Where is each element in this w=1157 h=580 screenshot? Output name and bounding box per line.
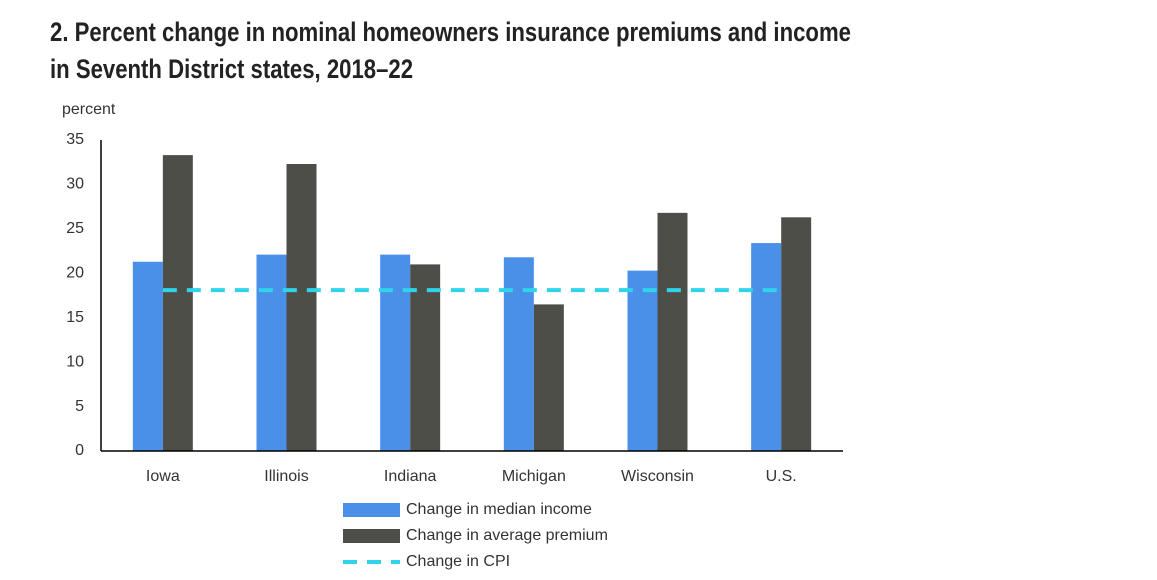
x-tick-label: Illinois <box>264 468 308 485</box>
y-tick-label: 0 <box>75 442 84 459</box>
chart-title: 2. Percent change in nominal homeowners … <box>50 17 851 84</box>
bar <box>781 217 812 451</box>
bar <box>627 270 658 451</box>
bar <box>503 257 534 451</box>
legend-label: Change in CPI <box>406 553 510 570</box>
y-tick-label: 5 <box>75 398 84 415</box>
bar <box>751 243 782 451</box>
bar <box>132 261 163 451</box>
x-tick-label: Michigan <box>502 468 566 485</box>
y-tick-label: 30 <box>66 176 84 193</box>
bar <box>533 304 564 451</box>
x-tick-label: Indiana <box>384 468 437 485</box>
y-tick-label: 15 <box>66 309 84 326</box>
bar <box>657 212 688 451</box>
legend-key <box>343 503 400 517</box>
y-axis-label: percent <box>62 101 116 118</box>
x-tick-label: U.S. <box>766 468 797 485</box>
x-tick-label: Wisconsin <box>621 468 694 485</box>
x-tick-label: Iowa <box>146 468 180 485</box>
bar <box>256 254 287 451</box>
bar <box>410 264 441 451</box>
y-tick-label: 25 <box>66 220 84 237</box>
legend-label: Change in average premium <box>406 527 608 544</box>
legend-key <box>343 529 400 543</box>
bar <box>380 254 411 451</box>
y-tick-label: 35 <box>66 131 84 148</box>
bar <box>162 155 193 451</box>
y-tick-label: 10 <box>66 353 84 370</box>
y-tick-label: 20 <box>66 265 84 282</box>
legend-label: Change in median income <box>406 501 592 518</box>
bar <box>286 163 317 451</box>
